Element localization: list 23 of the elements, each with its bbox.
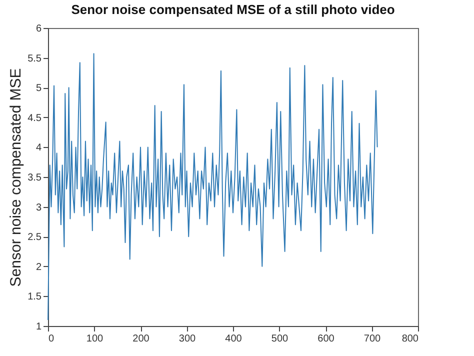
x-tick-label: 100 [86, 334, 104, 344]
line-series [48, 53, 378, 321]
y-tick-label: 4.5 [28, 112, 42, 124]
x-tick-label: 200 [132, 334, 150, 344]
x-tick-label: 500 [271, 334, 289, 344]
y-axis-title: Sensor noise compensated MSE [8, 68, 25, 287]
y-tick-label: 6 [36, 24, 42, 34]
x-tick-label: 400 [225, 334, 242, 344]
y-tick-label: 3.5 [28, 172, 42, 184]
x-tick-label: 600 [318, 334, 335, 344]
y-tick-label: 2 [36, 262, 42, 273]
x-tick-label: 0 [48, 334, 54, 344]
y-tick-label: 5.5 [28, 53, 42, 64]
y-tick-label: 4 [36, 142, 42, 154]
x-tick-label: 700 [364, 334, 382, 344]
x-tick-label: 800 [402, 334, 419, 344]
y-tick-label: 2.5 [28, 232, 42, 244]
y-tick-label: 5 [36, 83, 42, 94]
x-tick-label: 300 [178, 334, 196, 344]
y-tick-label: 1.5 [28, 292, 42, 303]
y-tick-label: 3 [36, 202, 42, 214]
chart-title: Senor noise compensated MSE of a still photo video [71, 2, 395, 17]
y-tick-label: 1 [36, 322, 42, 332]
